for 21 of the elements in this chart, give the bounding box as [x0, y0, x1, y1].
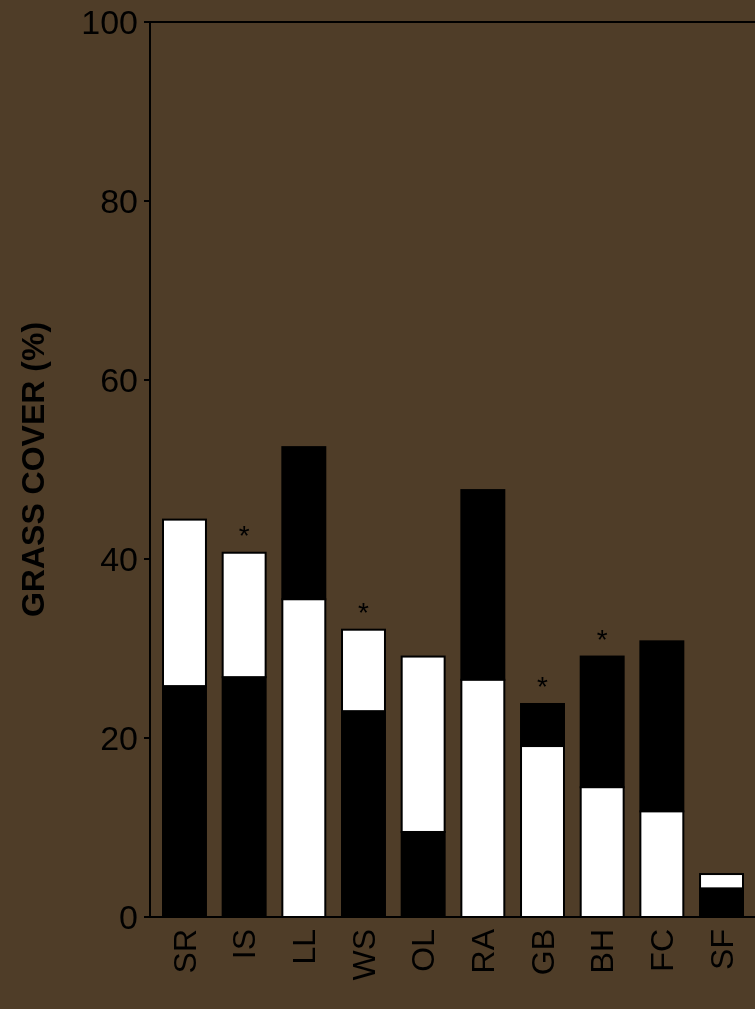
x-tick-label: WS [345, 929, 382, 981]
y-axis-title: GRASS COVER (%) [15, 321, 51, 618]
y-tick-label: 80 [100, 181, 138, 220]
x-tick-label: GB [524, 929, 561, 976]
x-tick-label: LL [286, 929, 323, 965]
y-tick-label: 60 [100, 360, 138, 399]
y-tick-label: 0 [119, 897, 138, 936]
x-tick-label: SF [703, 929, 740, 970]
x-tick-label: OL [405, 929, 442, 972]
annotation: * [596, 623, 608, 655]
annotation: * [238, 519, 250, 551]
x-tick-label: SR [166, 929, 203, 974]
y-tick-label: 40 [100, 539, 138, 578]
annotation: * [358, 596, 370, 628]
y-tick-label: 100 [81, 2, 138, 41]
x-tick-label: FC [644, 929, 681, 972]
annotation: * [537, 670, 549, 702]
x-tick-label: IS [226, 929, 263, 960]
x-tick-label: RA [465, 928, 502, 974]
y-tick-label: 20 [100, 718, 138, 757]
x-tick-label: BH [584, 929, 621, 974]
